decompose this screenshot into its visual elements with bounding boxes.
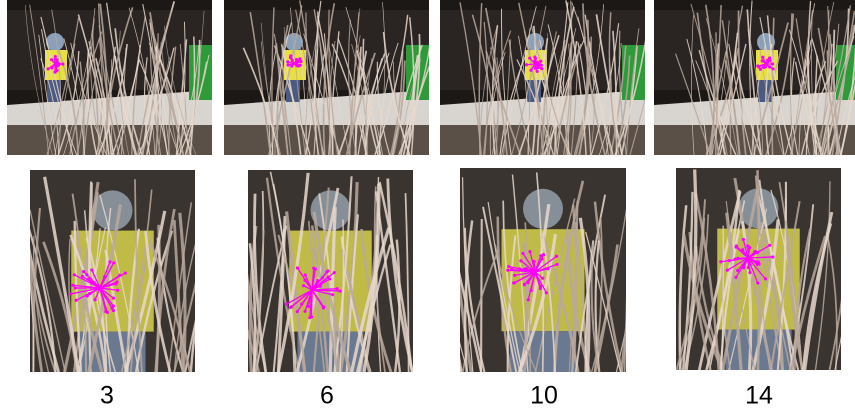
page: 361014 (() => { const data = JSON.parse(… (0, 0, 855, 413)
frame-label: 6 (320, 382, 334, 410)
crop-frame (220, 170, 413, 372)
crop-frame (425, 168, 649, 372)
frame-label: 3 (100, 382, 114, 410)
scene-frame (7, 0, 212, 155)
crop-frame (19, 170, 222, 372)
scene-frame (654, 0, 855, 155)
scene-frame (224, 0, 441, 155)
frame-label: 10 (530, 382, 558, 410)
crop-frame (676, 168, 855, 370)
frame-label: 14 (745, 382, 773, 410)
scene-frame (440, 0, 667, 155)
figure: 3 6 10 14 (0, 0, 855, 413)
